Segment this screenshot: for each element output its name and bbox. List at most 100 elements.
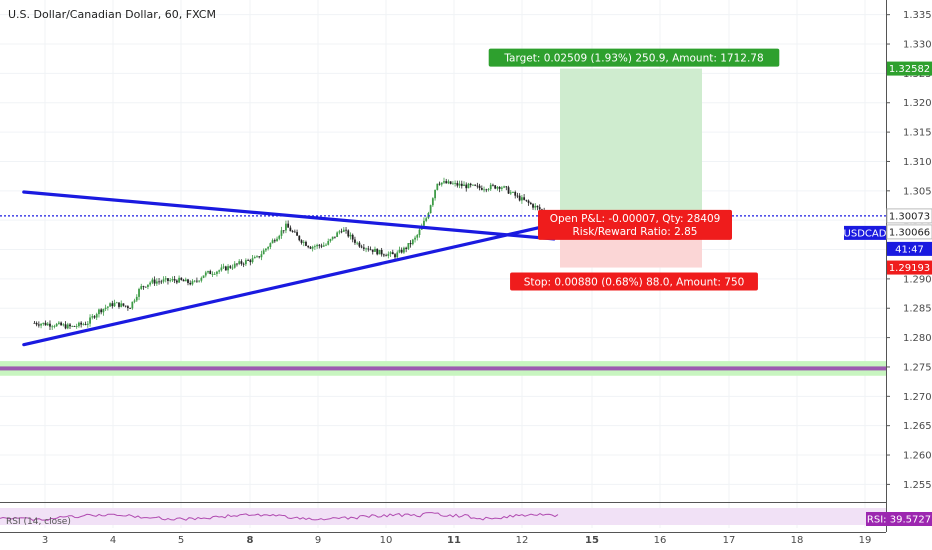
candle-body	[362, 247, 365, 249]
candle-body	[158, 281, 160, 283]
candle-body	[209, 271, 212, 275]
candle-body	[445, 181, 448, 184]
candle-body	[269, 243, 272, 248]
candle-body	[182, 279, 185, 282]
y-tick-label: 1.31500	[903, 128, 932, 139]
candle-body	[149, 282, 152, 285]
candle-body	[57, 322, 60, 324]
candle-body	[51, 326, 54, 328]
candle-body	[318, 244, 321, 246]
candle-body	[104, 307, 107, 309]
y-tick-label: 1.32000	[903, 98, 932, 109]
candle-body	[62, 324, 65, 326]
candle-body	[122, 303, 125, 306]
candle-body	[429, 205, 432, 214]
candle-body	[42, 322, 45, 324]
price-tag-text: 1.29193	[889, 263, 930, 274]
y-tick-label: 1.33000	[903, 40, 932, 51]
candle-body	[349, 234, 352, 237]
price-tag-text: 1.30066	[889, 227, 930, 238]
candle-body	[325, 244, 327, 246]
candle-body	[451, 183, 454, 185]
candle-body	[191, 281, 194, 285]
price-tag-text: 1.32582	[889, 64, 930, 75]
candle-body	[342, 229, 345, 232]
candle-body	[282, 230, 285, 232]
candle-body	[120, 303, 123, 307]
candle-body	[84, 324, 87, 326]
candle-body	[66, 324, 69, 329]
candle-body	[532, 204, 534, 208]
candle-body	[242, 263, 245, 265]
candle-body	[456, 182, 459, 186]
candle-body	[80, 322, 83, 325]
candle-body	[289, 227, 292, 232]
candle-body	[316, 244, 319, 247]
candle-body	[351, 234, 354, 240]
chart-title: U.S. Dollar/Canadian Dollar, 60, FXCM	[8, 8, 216, 21]
candle-body	[516, 195, 519, 197]
candle-body	[160, 281, 163, 283]
rsi-label: RSI (14, close)	[6, 517, 71, 527]
candle-body	[472, 184, 474, 186]
candle-body	[249, 260, 252, 263]
candle-body	[73, 326, 76, 327]
candle-body	[469, 183, 472, 186]
candle-body	[71, 326, 74, 327]
candle-body	[49, 323, 51, 327]
candle-body	[273, 240, 276, 242]
candle-body	[356, 242, 359, 244]
candle-body	[216, 271, 218, 274]
y-tick-label: 1.31000	[903, 157, 932, 168]
stop-label-box	[510, 272, 758, 291]
candle-body	[86, 323, 89, 325]
candle-body	[69, 324, 71, 327]
candle-body	[478, 185, 481, 189]
candle-body	[416, 234, 419, 238]
grid	[0, 0, 886, 528]
rsi-value-text: RSI: 39.5727	[867, 515, 931, 526]
candle-body	[178, 277, 180, 283]
candle-body	[492, 184, 494, 186]
trendlines-layer[interactable]	[22, 190, 556, 347]
candle-body	[474, 184, 477, 186]
position-zones	[560, 68, 702, 268]
candle-body	[411, 239, 414, 245]
candle-body	[82, 324, 85, 326]
candle-body	[476, 185, 479, 187]
candle-body	[276, 238, 278, 242]
candle-body	[135, 296, 138, 301]
ratio-text: Risk/Reward Ratio: 2.85	[573, 226, 698, 238]
trendline-lower[interactable]	[22, 222, 556, 347]
candle-body	[258, 256, 261, 258]
candle-body	[53, 326, 56, 328]
price-tag-neutral	[886, 224, 932, 240]
candle-body	[507, 187, 510, 194]
candle-body	[376, 248, 379, 255]
candle-body	[187, 279, 189, 283]
candle-body	[509, 192, 512, 194]
candle-body	[300, 240, 303, 243]
candle-body	[358, 242, 361, 247]
candle-body	[447, 181, 450, 184]
candle-body	[489, 184, 492, 190]
candle-body	[115, 302, 118, 304]
candle-body	[211, 273, 214, 275]
candle-body	[431, 198, 434, 206]
x-tick-label: 17	[723, 535, 736, 546]
candle-body	[394, 254, 396, 258]
candle-body	[285, 223, 287, 231]
candle-body	[520, 197, 523, 201]
candle-body	[298, 235, 301, 241]
candle-body	[280, 230, 283, 236]
candle-body	[198, 280, 201, 282]
candle-body	[296, 232, 298, 236]
candle-body	[109, 303, 111, 307]
candle-body	[514, 192, 517, 196]
candle-body	[369, 249, 372, 251]
candle-body	[40, 323, 42, 326]
x-tick-label: 18	[791, 535, 804, 546]
candle-body	[151, 279, 154, 283]
candle-body	[240, 261, 243, 264]
